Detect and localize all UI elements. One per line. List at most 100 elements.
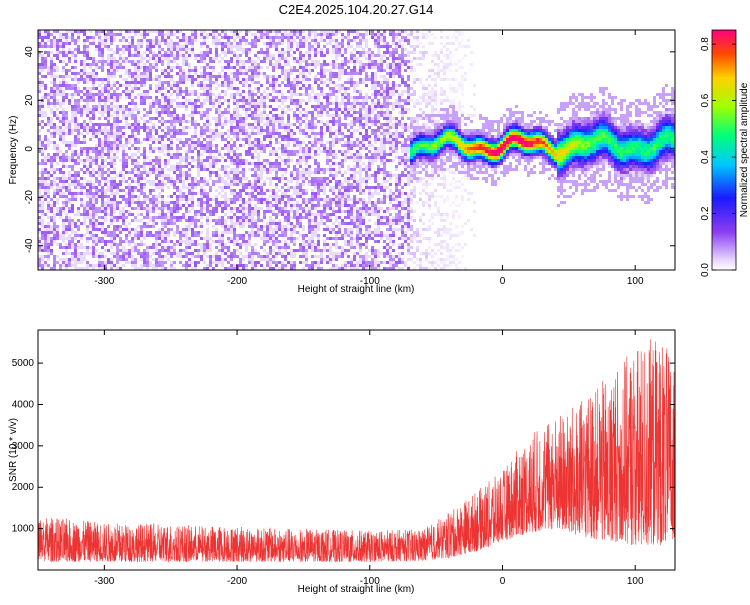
heatmap-cell: [200, 249, 203, 252]
heatmap-cell: [98, 153, 101, 156]
heatmap-cell: [50, 33, 53, 36]
heatmap-cell: [299, 120, 302, 123]
heatmap-cell: [143, 192, 146, 195]
heatmap-cell: [269, 111, 272, 114]
heatmap-cell: [122, 150, 125, 153]
heatmap-cell: [311, 189, 314, 192]
heatmap-cell: [125, 258, 128, 261]
heatmap-cell: [305, 132, 308, 135]
heatmap-cell: [224, 186, 227, 189]
heatmap-cell: [164, 51, 167, 54]
heatmap-cell: [38, 72, 41, 75]
heatmap-cell: [119, 84, 122, 87]
heatmap-cell: [161, 81, 164, 84]
heatmap-cell: [269, 267, 272, 270]
heatmap-cell: [227, 204, 230, 207]
heatmap-cell: [230, 168, 233, 171]
heatmap-cell: [299, 147, 302, 150]
heatmap-cell: [320, 198, 323, 201]
heatmap-cell: [113, 162, 116, 165]
heatmap-cell: [107, 135, 110, 138]
heatmap-cell: [236, 78, 239, 81]
heatmap-cell: [269, 54, 272, 57]
heatmap-cell: [146, 156, 149, 159]
heatmap-cell: [89, 234, 92, 237]
heatmap-cell: [146, 249, 149, 252]
heatmap-cell: [140, 42, 143, 45]
heatmap-cell: [155, 252, 158, 255]
heatmap-cell: [281, 147, 284, 150]
heatmap-cell: [167, 102, 170, 105]
heatmap-cell: [59, 189, 62, 192]
heatmap-cell: [128, 198, 131, 201]
heatmap-cell: [299, 87, 302, 90]
heatmap-cell: [239, 165, 242, 168]
heatmap-cell: [56, 198, 59, 201]
heatmap-cell: [290, 129, 293, 132]
heatmap-cell: [236, 108, 239, 111]
heatmap-cell: [185, 186, 188, 189]
heatmap-cell: [260, 255, 263, 258]
heatmap-cell: [251, 129, 254, 132]
heatmap-cell: [131, 159, 134, 162]
heatmap-cell: [104, 231, 107, 234]
heatmap-cell: [320, 177, 323, 180]
heatmap-cell: [140, 258, 143, 261]
heatmap-cell: [68, 69, 71, 72]
heatmap-cell: [152, 258, 155, 261]
heatmap-cell: [194, 102, 197, 105]
heatmap-cell: [281, 210, 284, 213]
heatmap-cell: [200, 222, 203, 225]
heatmap-cell: [224, 174, 227, 177]
heatmap-cell: [278, 114, 281, 117]
heatmap-cell: [305, 51, 308, 54]
heatmap-cell: [194, 39, 197, 42]
heatmap-cell: [53, 177, 56, 180]
heatmap-cell: [173, 90, 176, 93]
heatmap-cell: [200, 87, 203, 90]
heatmap-cell: [131, 132, 134, 135]
heatmap-cell: [200, 135, 203, 138]
heatmap-cell: [77, 141, 80, 144]
heatmap-cell: [170, 240, 173, 243]
heatmap-cell: [251, 105, 254, 108]
heatmap-cell: [110, 204, 113, 207]
heatmap-cell: [122, 78, 125, 81]
heatmap-cell: [218, 243, 221, 246]
heatmap-cell: [227, 186, 230, 189]
heatmap-cell: [308, 93, 311, 96]
heatmap-cell: [281, 126, 284, 129]
heatmap-cell: [308, 243, 311, 246]
heatmap-cell: [107, 144, 110, 147]
heatmap-cell: [80, 78, 83, 81]
heatmap-cell: [101, 141, 104, 144]
heatmap-cell: [98, 183, 101, 186]
heatmap-cell: [158, 231, 161, 234]
heatmap-cell: [263, 165, 266, 168]
heatmap-cell: [128, 147, 131, 150]
heatmap-cell: [317, 99, 320, 102]
heatmap-cell: [104, 171, 107, 174]
heatmap-cell: [101, 81, 104, 84]
heatmap-cell: [80, 60, 83, 63]
heatmap-cell: [44, 192, 47, 195]
heatmap-cell: [242, 210, 245, 213]
heatmap-cell: [308, 174, 311, 177]
heatmap-cell: [128, 249, 131, 252]
heatmap-cell: [152, 162, 155, 165]
heatmap-cell: [140, 255, 143, 258]
heatmap-cell: [251, 147, 254, 150]
heatmap-cell: [236, 60, 239, 63]
heatmap-cell: [119, 195, 122, 198]
heatmap-cell: [158, 48, 161, 51]
heatmap-cell: [215, 45, 218, 48]
heatmap-cell: [77, 108, 80, 111]
heatmap-cell: [143, 114, 146, 117]
heatmap-cell: [41, 159, 44, 162]
heatmap-cell: [68, 30, 71, 33]
heatmap-cell: [323, 45, 326, 48]
heatmap-cell: [161, 111, 164, 114]
heatmap-cell: [233, 192, 236, 195]
heatmap-cell: [239, 162, 242, 165]
heatmap-cell: [254, 45, 257, 48]
